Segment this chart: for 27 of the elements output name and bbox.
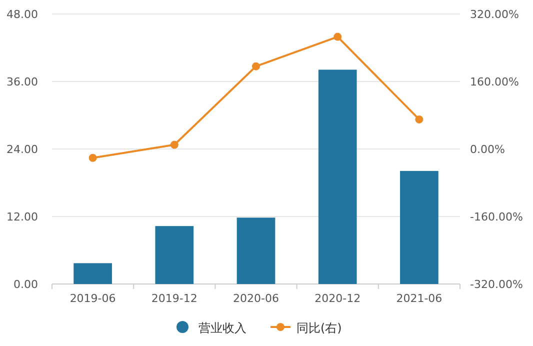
bar bbox=[236, 218, 276, 284]
bar bbox=[74, 263, 112, 284]
y-tick-label: 36.00 bbox=[6, 76, 38, 88]
point bbox=[415, 115, 424, 124]
point bbox=[170, 140, 178, 149]
x-tick-label: 2021-06 bbox=[396, 292, 442, 305]
y2-tick-label: -160.00% bbox=[470, 210, 523, 224]
y-tick-label: 24.00 bbox=[6, 143, 38, 156]
y2-tick-label: -320.00% bbox=[470, 278, 523, 291]
y2-tick-label: 320.00% bbox=[470, 8, 519, 21]
bar bbox=[318, 70, 357, 284]
x-tick-label: 2020-06 bbox=[233, 292, 279, 305]
point bbox=[88, 154, 97, 162]
y2-tick-label: 0.00% bbox=[470, 143, 505, 156]
y-tick-label: 48.00 bbox=[6, 8, 38, 21]
y-tick-label: 0.00 bbox=[14, 278, 38, 291]
point bbox=[334, 32, 342, 41]
bar bbox=[400, 170, 438, 284]
legend-label: 营业收入 bbox=[198, 321, 246, 335]
x-tick-label: 2020-12 bbox=[314, 292, 361, 305]
x-tick-label: 2019-12 bbox=[151, 292, 198, 305]
x-tick-label: 2019-06 bbox=[70, 292, 116, 305]
y-tick-label: 12.00 bbox=[6, 210, 38, 224]
bar bbox=[155, 226, 194, 284]
legend-label: 同比(右) bbox=[296, 321, 342, 335]
point bbox=[252, 62, 260, 70]
y2-tick-label: 160.00% bbox=[470, 76, 519, 88]
